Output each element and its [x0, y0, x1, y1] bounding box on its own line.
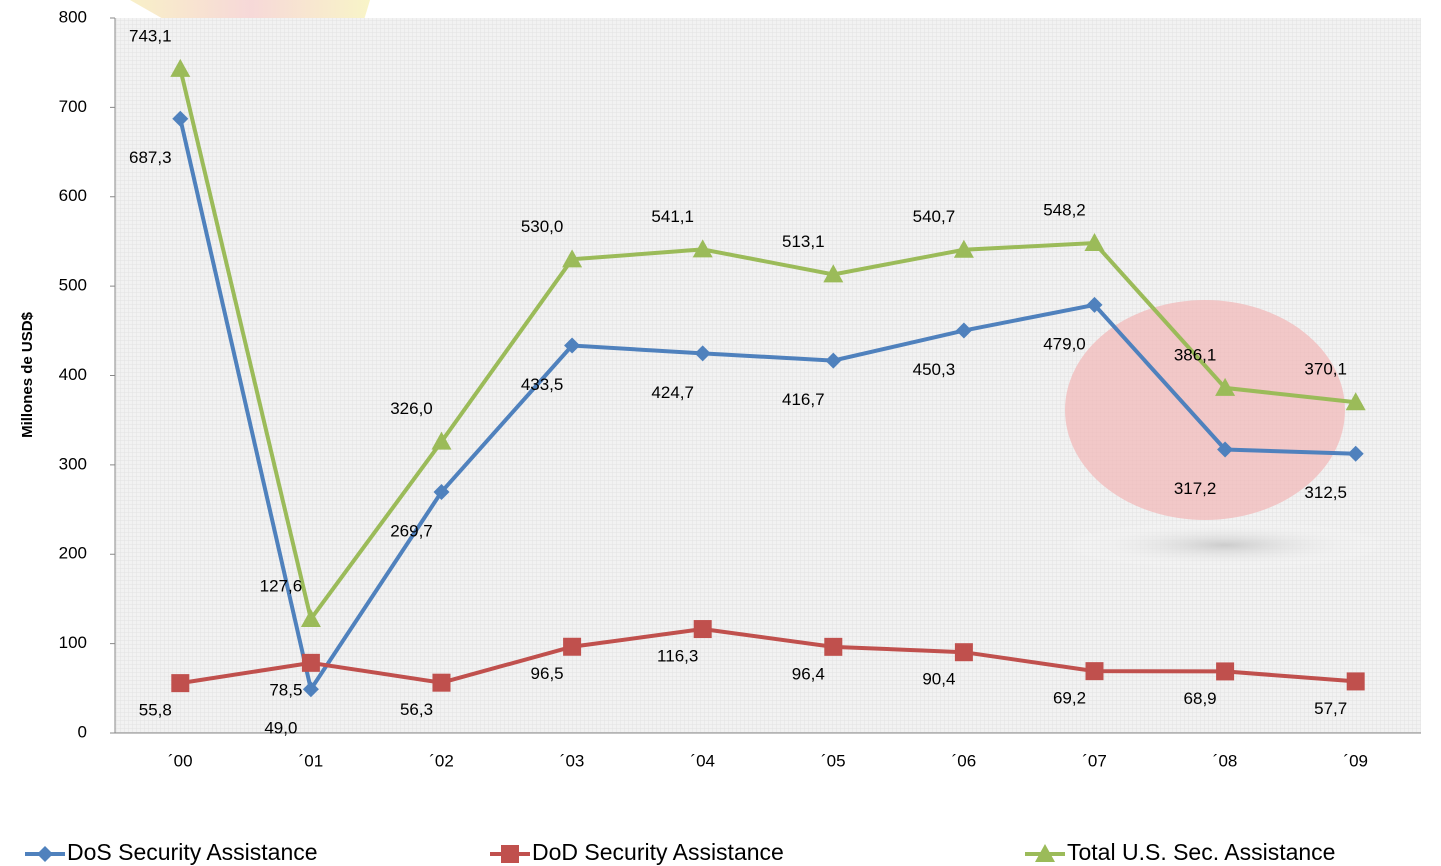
y-tick-label: 500: [59, 276, 87, 295]
data-label: 312,5: [1304, 483, 1347, 502]
data-label: 68,9: [1184, 689, 1217, 708]
data-point: [431, 431, 452, 450]
data-label: 269,7: [390, 521, 433, 540]
data-label: 317,2: [1174, 479, 1217, 498]
data-point: [694, 345, 711, 362]
series-line: [179, 627, 1356, 686]
y-tick-label: 300: [59, 454, 87, 473]
data-label: 55,8: [139, 701, 172, 720]
data-label: 433,5: [521, 375, 564, 394]
data-label: 530,0: [521, 217, 564, 236]
data-label: 687,3: [129, 148, 172, 167]
x-tick-label: ´03: [560, 751, 585, 770]
x-tick-label: ´08: [1213, 751, 1238, 770]
data-point: [1086, 296, 1103, 313]
data-label: 541,1: [651, 207, 694, 226]
data-label: 57,7: [1314, 699, 1347, 718]
series-line: [178, 68, 1356, 624]
data-label: 326,0: [390, 399, 433, 418]
data-label: 479,0: [1043, 334, 1086, 353]
legend-marker: [501, 845, 519, 863]
data-label: 69,2: [1053, 689, 1086, 708]
data-point: [953, 239, 974, 258]
y-tick-label: 400: [59, 365, 87, 384]
data-point: [954, 643, 973, 662]
y-axis-title: Millones de USD$: [19, 311, 36, 438]
data-label: 127,6: [260, 576, 303, 595]
data-label: 49,0: [264, 719, 297, 738]
data-label: 450,3: [913, 360, 956, 379]
data-point: [692, 239, 713, 258]
x-tick-label: ´05: [821, 751, 846, 770]
data-label: 424,7: [651, 383, 694, 402]
data-point: [301, 653, 320, 672]
data-point: [564, 337, 581, 354]
data-point: [302, 681, 319, 698]
data-point: [1215, 377, 1236, 396]
data-label: 96,4: [792, 664, 825, 683]
x-tick-label: ´06: [952, 751, 977, 770]
y-tick-label: 800: [59, 7, 87, 26]
data-label: 548,2: [1043, 201, 1086, 220]
data-label: 96,5: [531, 664, 564, 683]
x-tick-label: ´09: [1343, 751, 1368, 770]
data-point: [171, 674, 190, 693]
data-label: 416,7: [782, 390, 825, 409]
data-point: [1085, 662, 1104, 681]
data-point: [693, 620, 712, 639]
legend-text: Total U.S. Sec. Assistance: [1067, 839, 1335, 865]
x-tick-label: ´01: [299, 751, 324, 770]
legend-marker: [37, 846, 53, 862]
x-tick-label: ´04: [690, 751, 715, 770]
data-point: [1217, 441, 1234, 458]
data-label: 116,3: [657, 647, 698, 666]
data-point: [955, 322, 972, 339]
data-label: 743,1: [129, 26, 172, 45]
shadow-decoration: [1060, 520, 1390, 570]
data-point: [1216, 662, 1235, 681]
x-tick-label: ´00: [168, 751, 193, 770]
data-point: [432, 673, 451, 692]
y-tick-label: 100: [59, 633, 87, 652]
data-label: 540,7: [913, 207, 956, 226]
legend-text: DoS Security Assistance: [67, 839, 318, 865]
x-tick-label: ´07: [1082, 751, 1107, 770]
series-line: [178, 118, 1356, 695]
data-point: [563, 637, 582, 656]
legend-marker: [1035, 844, 1055, 862]
data-label: 90,4: [922, 670, 955, 689]
data-point: [1346, 672, 1365, 691]
data-point: [824, 637, 843, 656]
data-point: [823, 264, 844, 283]
data-point: [170, 58, 191, 77]
y-tick-label: 200: [59, 544, 87, 563]
y-tick-label: 700: [59, 97, 87, 116]
y-tick-label: 600: [59, 186, 87, 205]
data-point: [433, 483, 450, 500]
x-tick-label: ´02: [429, 751, 454, 770]
data-label: 78,5: [269, 680, 302, 699]
data-point: [1084, 233, 1105, 252]
legend-text: DoD Security Assistance: [532, 839, 784, 865]
data-label: 370,1: [1304, 360, 1347, 379]
highlight-ellipse: [1065, 300, 1345, 520]
data-point: [300, 608, 321, 627]
data-point: [1345, 392, 1366, 411]
data-point: [1347, 445, 1364, 462]
data-point: [172, 110, 189, 127]
data-label: 56,3: [400, 700, 433, 719]
data-point: [825, 352, 842, 369]
data-point: [562, 249, 583, 268]
data-label: 386,1: [1174, 345, 1217, 364]
data-label: 513,1: [782, 232, 825, 251]
y-tick-label: 0: [78, 722, 87, 741]
